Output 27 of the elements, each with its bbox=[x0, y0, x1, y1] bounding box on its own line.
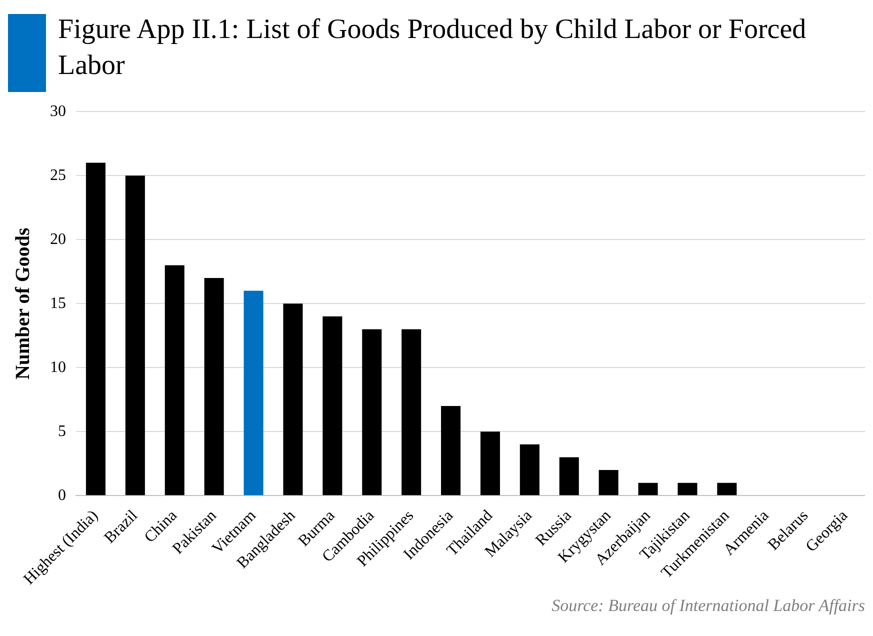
bar bbox=[480, 432, 500, 496]
bar bbox=[244, 290, 264, 496]
source-note: Source: Bureau of International Labor Affairs bbox=[550, 596, 865, 616]
bar bbox=[283, 304, 303, 496]
y-tick-label: 5 bbox=[58, 422, 66, 440]
y-tick-label: 25 bbox=[50, 166, 66, 184]
bar bbox=[125, 176, 145, 496]
bar bbox=[678, 482, 698, 496]
bar bbox=[520, 444, 540, 496]
chart-title: Figure App II.1: List of Goods Produced by Child Labor or Forced Labor bbox=[58, 13, 808, 83]
y-tick-label: 0 bbox=[58, 486, 66, 504]
bar bbox=[362, 329, 382, 496]
y-tick-label: 15 bbox=[50, 294, 66, 312]
y-tick-label: 30 bbox=[50, 102, 66, 120]
bar bbox=[164, 265, 184, 496]
bar bbox=[717, 482, 737, 496]
bar bbox=[598, 470, 618, 496]
bar bbox=[441, 406, 461, 496]
bar bbox=[86, 162, 106, 496]
bar bbox=[638, 482, 658, 496]
bar bbox=[402, 329, 422, 496]
y-tick-label: 10 bbox=[50, 358, 66, 376]
bar bbox=[559, 457, 579, 496]
bar bbox=[322, 316, 342, 496]
y-axis-title: Number of Goods bbox=[12, 227, 34, 380]
bar bbox=[204, 278, 224, 496]
y-tick-label: 20 bbox=[50, 230, 66, 248]
